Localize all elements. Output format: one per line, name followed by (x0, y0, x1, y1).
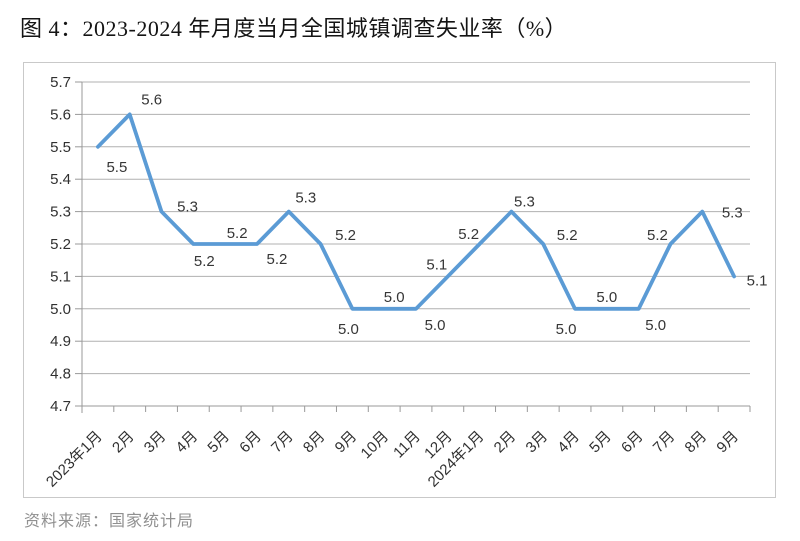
data-point-label: 5.1 (426, 256, 447, 273)
x-axis-label: 9月 (713, 428, 742, 457)
data-point-label: 5.0 (425, 317, 446, 334)
data-point-label: 5.0 (596, 289, 617, 306)
x-axis-label: 10月 (358, 428, 392, 462)
x-axis-label: 6月 (618, 428, 647, 457)
y-tick-label: 5.1 (50, 268, 71, 285)
data-point-label: 5.0 (645, 317, 666, 334)
x-axis-label: 4月 (554, 428, 583, 457)
x-axis-label: 3月 (523, 428, 552, 457)
x-axis-label: 2月 (491, 428, 520, 457)
data-point-label: 5.6 (141, 91, 162, 108)
y-tick-label: 5.5 (50, 139, 71, 156)
data-point-label: 5.2 (227, 225, 248, 242)
x-axis-label: 2月 (109, 428, 138, 457)
data-point-label: 5.5 (106, 159, 127, 176)
data-point-label: 5.2 (647, 227, 668, 244)
y-tick-label: 5.2 (50, 236, 71, 253)
data-point-label: 5.2 (458, 226, 479, 243)
source-note: 资料来源：国家统计局 (24, 513, 195, 530)
data-point-label: 5.0 (384, 289, 405, 306)
series-line (96, 112, 736, 311)
x-axis-label: 5月 (204, 428, 233, 457)
y-tick-label: 5.3 (50, 204, 71, 221)
x-axis-label: 5月 (586, 428, 615, 457)
x-axis-label: 7月 (650, 428, 679, 457)
data-point-label: 5.2 (267, 251, 288, 268)
y-tick-label: 5.4 (50, 171, 71, 188)
y-tick-label: 4.7 (50, 398, 71, 415)
chart-title: 图 4：2023-2024 年月度当月全国城镇调查失业率（%） (20, 16, 568, 41)
data-point-label: 5.2 (194, 253, 215, 270)
x-axis-label: 4月 (173, 428, 202, 457)
y-tick-label: 5.7 (50, 74, 71, 91)
data-point-label: 5.0 (338, 321, 359, 338)
y-tick-label: 5.0 (50, 301, 71, 318)
data-point-label: 5.3 (177, 199, 198, 216)
chart-container: 4.7 4.8 4.9 5.0 5.1 5.2 5.3 5.4 5.5 5.6 5.7 5.5 5.6 5… (23, 62, 776, 498)
x-axis-label: 7月 (268, 428, 297, 457)
data-point-label: 5.3 (514, 194, 535, 211)
x-axis-label: 8月 (300, 428, 329, 457)
x-axis-label: 11月 (390, 428, 424, 462)
data-point-label: 5.3 (295, 190, 316, 207)
data-point-label: 5.1 (747, 272, 768, 289)
x-axis-label: 9月 (332, 428, 361, 457)
x-axis-label: 2023年1月 (43, 428, 106, 491)
data-point-label: 5.0 (556, 321, 577, 338)
y-tick-label: 4.8 (50, 366, 71, 383)
unemployment-rate-line-chart: 4.7 4.8 4.9 5.0 5.1 5.2 5.3 5.4 5.5 5.6 5.7 5.5 5.6 5… (43, 74, 768, 491)
x-axis-label: 8月 (682, 428, 711, 457)
y-tick-label: 5.6 (50, 106, 71, 123)
x-axis-label: 3月 (141, 428, 170, 457)
data-point-label: 5.3 (722, 205, 743, 222)
data-point-label: 5.2 (557, 227, 578, 244)
data-point-label: 5.2 (335, 227, 356, 244)
x-axis-label: 6月 (236, 428, 265, 457)
y-tick-label: 4.9 (50, 333, 71, 350)
